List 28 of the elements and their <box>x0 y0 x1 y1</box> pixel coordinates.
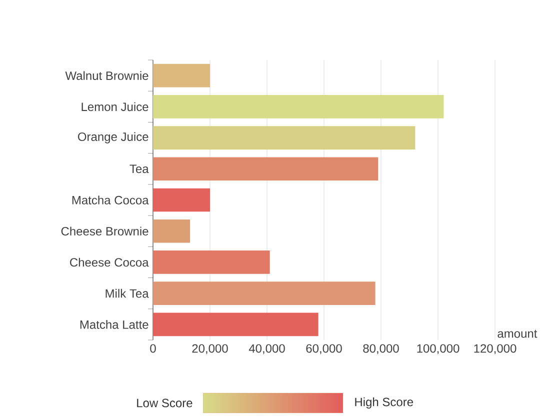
y-tick-label: Milk Tea <box>106 288 149 298</box>
bar <box>153 188 210 212</box>
bar <box>153 126 416 150</box>
x-axis-title: amount <box>498 330 538 338</box>
x-tick-label: 60,000 <box>306 344 342 354</box>
bar <box>153 64 210 88</box>
bar <box>153 282 376 306</box>
y-tick-label: Matcha Cocoa <box>72 196 149 204</box>
bar <box>153 250 270 274</box>
x-tick-label: 40,000 <box>248 344 285 354</box>
x-tick-label: 100,000 <box>417 344 460 354</box>
x-tick-label: 80,000 <box>363 344 399 354</box>
y-tick-label: Cheese Cocoa <box>70 258 149 267</box>
bar <box>153 219 190 243</box>
y-tick-label: Walnut Brownie <box>65 71 148 80</box>
bar <box>153 157 378 181</box>
y-tick-label: Tea <box>130 164 149 174</box>
x-tick-label: 120,000 <box>474 344 516 354</box>
bar <box>153 95 444 118</box>
y-tick-label: Cheese Brownie <box>61 226 148 236</box>
text: High Score <box>355 397 414 409</box>
x-tick-label: 0 <box>150 344 156 353</box>
y-tick-label: Orange Juice <box>78 132 148 144</box>
y-tick-label: Lemon Juice <box>82 102 148 112</box>
x-tick-label: 20,000 <box>192 344 228 354</box>
bar <box>153 312 318 336</box>
y-tick-label: Matcha Latte <box>80 320 148 329</box>
text: Low Score <box>137 398 192 408</box>
